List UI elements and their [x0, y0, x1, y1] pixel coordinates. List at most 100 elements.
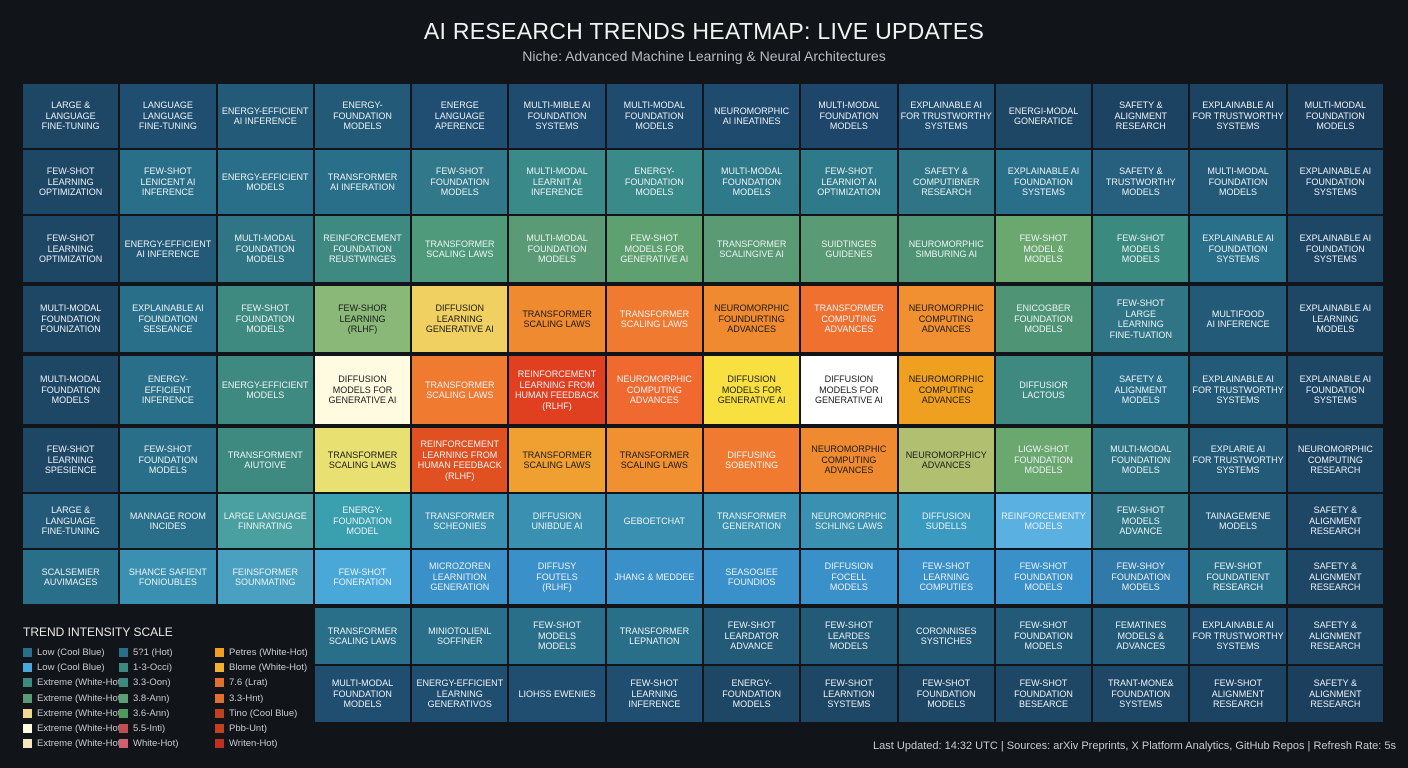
legend-item: Extreme (White-Hot)	[23, 723, 124, 734]
heatmap-cell: REINFORCEMENT LEARNING FROM HUMAN FEEDBA…	[412, 428, 508, 492]
heatmap-cell: FEW-SHOT LEARNING INFERENCE	[606, 666, 702, 722]
heatmap-cell: DIFFUSIOR LACTOUS	[995, 356, 1092, 424]
legend-item: 3.3-Oon)	[119, 677, 171, 688]
heatmap-cell: DIFFUSY FOUTELS (RLHF)	[509, 550, 605, 604]
heatmap-cell: MULTI-MIBLE AI FOUNDATION SYSTEMS	[509, 84, 605, 148]
legend-label: Extreme (White-Hot)	[37, 707, 124, 719]
legend-label: 3.3-Oon)	[133, 677, 171, 689]
heatmap-cell: MULTI-MODAL FOUNDATION MODELS	[314, 666, 411, 722]
legend-label: Pbb-Unt)	[229, 723, 268, 734]
legend-label: 3.3-Hnt)	[229, 692, 264, 704]
heatmap-cell: FEW-SHOT MODELS FOR GENERATIVE AI	[606, 216, 702, 282]
heatmap-cell: EXPLAINABLE AI FOUNDATION SYSTEMS	[995, 150, 1092, 214]
legend-swatch	[23, 663, 32, 673]
heatmap-cell: FEW-SHOT LEARDES MODELS	[801, 608, 897, 664]
legend-item: 1-3-Occi)	[119, 662, 172, 673]
heatmap-cell: JHANG & MEDDEE	[606, 550, 702, 604]
heatmap-cell: FEW-SHOT FOUNDATION MODELS	[995, 550, 1092, 604]
heatmap-cell: SAFETY & ALIGNMENT RESEARCH	[1287, 494, 1383, 548]
heatmap-cell: FEW-SHOT FOUNDATION MODELS	[217, 286, 313, 352]
heatmap-cell: TRANSFORMER SCALING LAWS	[606, 286, 702, 352]
heatmap-cell: FEW-SHOY FOUNDATION MODELS	[1093, 550, 1189, 604]
heatmap-cell: FEW-SHOR LEARNING (RLHF)	[314, 286, 411, 352]
legend-item: Low (Cool Blue)	[23, 647, 105, 658]
heatmap-cell: EXPLAINABLE AI LEARNING MODELS	[1287, 286, 1383, 352]
legend-swatch	[215, 678, 224, 688]
heatmap-cell: TRANSFORMER LEPNATION	[606, 608, 702, 664]
heatmap-cell: MULTI-MODAL FOUNDATION MODELS	[217, 216, 313, 282]
heatmap-cell: MULTI-MODAL FOUNDATION MODELS	[1190, 150, 1286, 214]
legend-swatch	[119, 663, 128, 673]
heatmap-cell: FEW-SHOT ALIGNMENT RESEARCH	[1190, 666, 1286, 722]
legend-swatch	[119, 708, 128, 718]
legend-label: 5?1 (Hot)	[133, 647, 173, 658]
heatmap-cell: TRANSFORMER SCALING LAWS	[412, 216, 508, 282]
heatmap-cell: SHANCE SAFIENT FONIOUBLES	[120, 550, 216, 604]
heatmap-cell: DIFFUSION MODELS FOR GENERATIVE AI	[704, 356, 800, 424]
legend-item: 3.8-Ann)	[119, 693, 169, 704]
heatmap-cell: MULTI-MODAL FOUNDATION MODELS	[606, 84, 702, 148]
legend-label: Extreme (White-Hot)	[37, 738, 124, 750]
heatmap-cell: MULTI-MODAL FOUNDATION MODELS	[23, 356, 119, 424]
legend-label: 3.6-Ann)	[133, 707, 170, 719]
legend-label: Extreme (White-Hot)	[37, 723, 124, 734]
heatmap-cell: SEASOGIEE FOUNDIOS	[704, 550, 800, 604]
legend-label: Tino (Cool Blue)	[229, 707, 298, 719]
legend-swatch	[23, 678, 32, 688]
heatmap-cell: TRANSFORMER SCALING LAWS	[314, 428, 411, 492]
legend-item: Writen-Hot)	[215, 738, 277, 749]
heatmap-cell: MICROZOREN LEARNITION GENERATION	[412, 550, 508, 604]
heatmap-cell: FEW-SHOT MODELS ADVANCE	[1093, 494, 1189, 548]
heatmap-cell: MULTIFOOD AI INFERENCE	[1190, 286, 1286, 352]
legend-item: White-Hot)	[119, 738, 178, 749]
heatmap-cell: FEW-SHOT FONERATION	[314, 550, 411, 604]
heatmap-cell: EXPLARIE AI FOR TRUSTWORTHY SYSTEMS	[1190, 428, 1286, 492]
heatmap-cell: ENICOGBER FOUNDATION MODELS	[995, 286, 1092, 352]
heatmap-cell: NEUROMORPHIC COMPUTING ADVANCES	[801, 428, 897, 492]
heatmap-cell: FEINSFORMER SOUNMATING	[217, 550, 313, 604]
legend-swatch	[23, 724, 32, 733]
legend-title: TREND INTENSITY SCALE	[23, 625, 173, 639]
legend-swatch	[23, 739, 32, 749]
heatmap-cell: FEW-SHOT LENICENT AI INFERENCE	[120, 150, 216, 214]
heatmap-cell: SAFETY & COMPUTIBNER RESEARCH	[898, 150, 994, 214]
heatmap-cell: FEW-SHOT FOUNDATION BESEARCE	[995, 666, 1092, 722]
heatmap-cell: MULTI-MODAL FOUNDATION MODELS	[801, 84, 897, 148]
heatmap-cell: NEUROMORPHIC SCHLING LAWS	[801, 494, 897, 548]
heatmap-cell: FEW-SHOT FOUNDATION MODELS	[995, 608, 1092, 664]
heatmap-cell: DIFFUSION SUDELLS	[898, 494, 994, 548]
legend-label: Blome (White-Hot)	[229, 662, 308, 674]
legend-item: Extreme (White-Hot)	[23, 677, 124, 688]
heatmap-cell: SAFETY & ALIGNMENT RESEARCH	[1287, 550, 1383, 604]
status-bar: Last Updated: 14:32 UTC | Sources: arXiv…	[873, 740, 1396, 752]
heatmap-cell: FEW-SHOT LEARDATOR ADVANCE	[704, 608, 800, 664]
heatmap-cell: FEMATINES MODELS & ADVANCES	[1093, 608, 1189, 664]
legend-swatch	[215, 693, 224, 703]
heatmap-cell: FEW-SHOT LEARNING OPTIMIZATION	[23, 150, 119, 214]
legend-item: 3.3-Hnt)	[215, 693, 263, 704]
legend-label: Low (Cool Blue)	[37, 647, 105, 658]
heatmap-cell: NEUROMORPHIC COMPUTING ADVANCES	[898, 356, 994, 424]
heatmap-cell: SAFETY & ALIGNMENT MODELS	[1093, 356, 1189, 424]
heatmap-cell: TRANSFORMER SCALINGIVE AI	[704, 216, 800, 282]
heatmap-cell: CORONNISES SYSTICHES	[898, 608, 994, 664]
heatmap-cell: DIFFUSION LEARNING GENERATIVE AI	[412, 286, 508, 352]
legend-swatch	[119, 648, 128, 657]
legend-item: Extreme (White-Hot)	[23, 693, 124, 704]
legend-item: 3.6-Ann)	[119, 708, 169, 719]
legend-label: 1-3-Occi)	[133, 662, 173, 674]
heatmap-cell: MULTI-MODAL FOUNDATION MODELS	[1287, 84, 1383, 148]
heatmap-cell: FEW-SHOT LEARNING SPESIENCE	[23, 428, 119, 492]
heatmap-cell: ENERGY- EFFICIENT INFERENCE	[120, 356, 216, 424]
legend-swatch	[23, 648, 32, 657]
heatmap-cell: ENERGY-EFFICIENT AI INFERENCE	[217, 84, 313, 148]
heatmap-cell: ENERGY-EFFICIENT MODELS	[217, 356, 313, 424]
heatmap-cell: EXPLAINABLE AI FOUNDATION SYSTEMS	[1287, 356, 1383, 424]
heatmap-cell: ENERGY- FOUNDATION MODELS	[704, 666, 800, 722]
heatmap-cell: TRANT-MONE& FOUNDATION SYSTEMS	[1093, 666, 1189, 722]
heatmap-cell: EXPLAINABLE AI FOR TRUSTWORTHY SYSTEMS	[1190, 84, 1286, 148]
legend-swatch	[23, 708, 32, 718]
heatmap-cell: FEW-SHOT FOUNDATION MODELS	[120, 428, 216, 492]
legend-label: 7.6 (Lrat)	[229, 677, 268, 689]
